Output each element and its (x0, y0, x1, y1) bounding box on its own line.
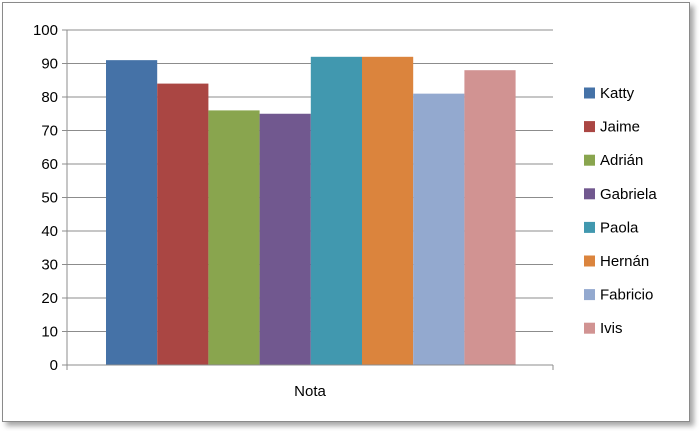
bar-5 (310, 56, 362, 366)
bar-1 (106, 60, 158, 366)
legend-swatch (584, 289, 595, 301)
y-tick-label: 90 (41, 56, 58, 73)
chart-frame: 0 10 20 30 40 50 60 70 80 90 100 Nota Katty Jaime Adr… (2, 2, 690, 422)
bar-7 (413, 93, 465, 366)
legend-label: Katty (600, 85, 635, 102)
legend-swatch (584, 188, 595, 200)
y-tick-label: 40 (41, 223, 58, 240)
legend-swatch (584, 255, 595, 267)
axes: 0 10 20 30 40 50 60 70 80 90 100 Nota (33, 22, 554, 400)
legend-label: Fabricio (600, 287, 653, 304)
legend-label: Ivis (600, 320, 623, 337)
bar-chart: 0 10 20 30 40 50 60 70 80 90 100 Nota Katty Jaime Adr… (33, 22, 657, 400)
bar-8 (464, 70, 516, 365)
legend-label: Jaime (600, 119, 640, 136)
bars (106, 56, 516, 366)
legend-swatch (584, 221, 595, 233)
legend-swatch (584, 154, 595, 166)
y-tick-label: 60 (41, 156, 58, 173)
bar-4 (259, 113, 311, 365)
legend-swatch (584, 87, 595, 99)
y-tick-label: 80 (41, 89, 58, 106)
bar-3 (208, 110, 260, 366)
legend-label: Gabriela (600, 186, 657, 203)
legend-label: Paola (600, 219, 639, 236)
x-category-label: Nota (294, 383, 326, 400)
bar-2 (157, 83, 209, 365)
y-tick-label: 10 (41, 324, 58, 341)
y-tick-label: 20 (41, 290, 58, 307)
y-tick-label: 0 (50, 357, 58, 374)
legend-swatch (584, 121, 595, 133)
y-tick-label: 50 (41, 190, 58, 207)
y-tick-label: 70 (41, 123, 58, 140)
legend: Katty Jaime Adrián Gabriela Paola Hernán Fabri… (584, 85, 657, 337)
legend-label: Hernán (600, 253, 649, 270)
bar-6 (362, 56, 414, 366)
y-tick-label: 100 (33, 22, 58, 39)
legend-swatch (584, 322, 595, 334)
legend-label: Adrián (600, 152, 643, 169)
y-tick-label: 30 (41, 257, 58, 274)
